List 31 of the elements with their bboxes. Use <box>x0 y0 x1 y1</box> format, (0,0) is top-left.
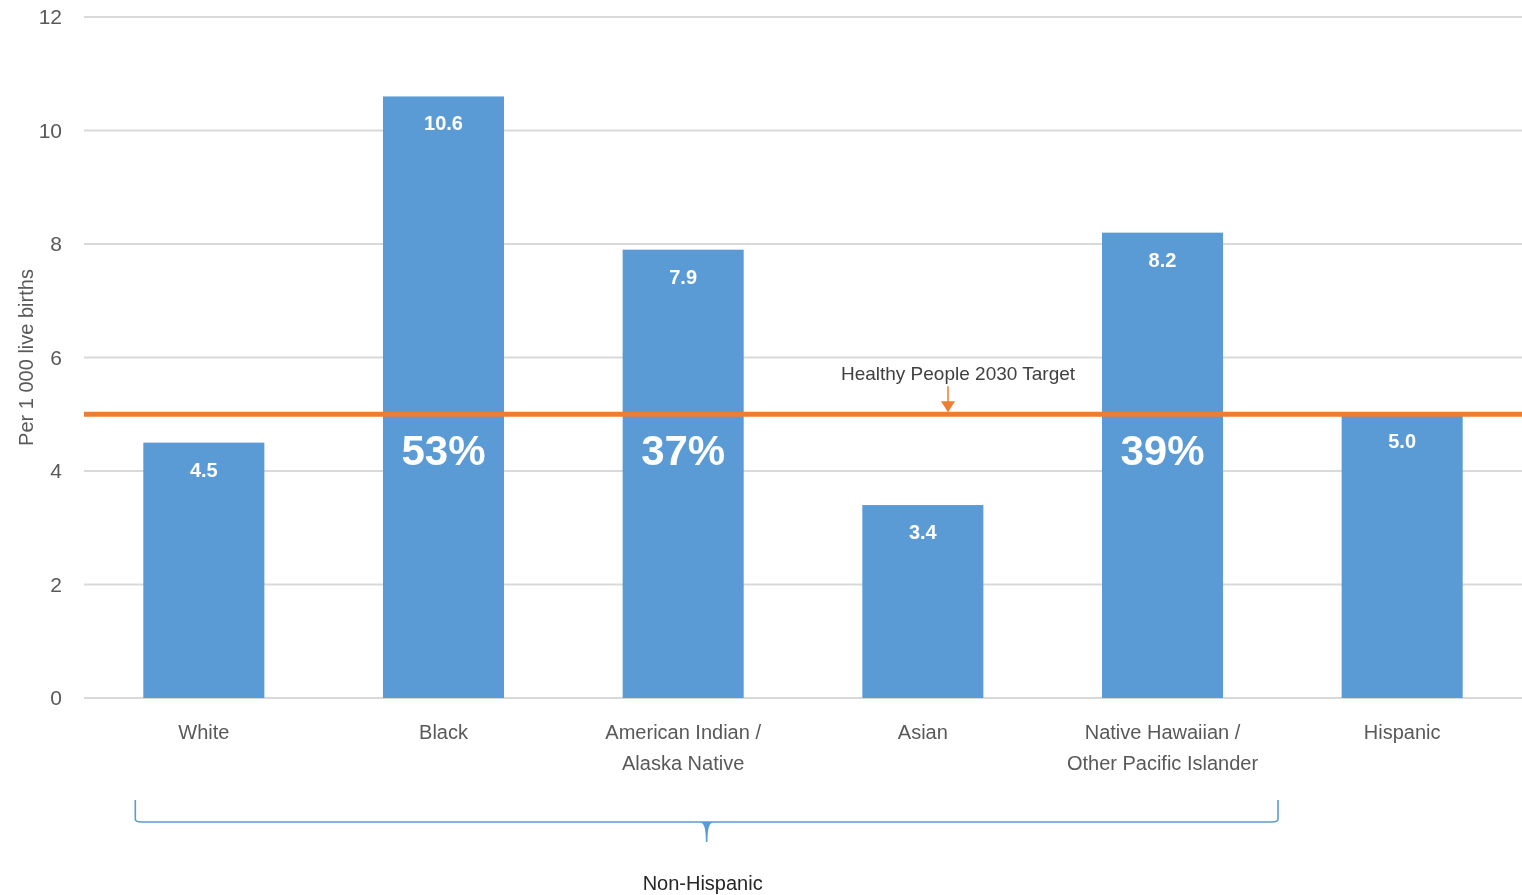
y-tick-label: 2 <box>50 572 62 596</box>
y-tick-label: 10 <box>38 118 62 142</box>
data-label: 8.2 <box>1148 248 1177 271</box>
y-axis-title: Per 1 000 live births <box>15 269 37 446</box>
bar <box>1101 232 1224 698</box>
data-label: 5.0 <box>1388 430 1417 453</box>
x-tick-label: American Indian / Alaska Native <box>605 721 762 774</box>
y-tick-label: 12 <box>38 5 62 29</box>
data-label: 3.4 <box>908 521 938 544</box>
y-tick-label: 6 <box>50 345 62 369</box>
ref-line-label: Healthy People 2030 Target <box>840 363 1076 385</box>
data-label: 7.9 <box>669 265 698 288</box>
y-tick-label: 8 <box>50 232 62 256</box>
bar <box>382 96 505 698</box>
bar <box>143 442 265 698</box>
bar <box>1341 414 1463 698</box>
bar <box>622 249 744 698</box>
annotation: 39% <box>1120 426 1205 474</box>
x-tick-label: Hispanic <box>1363 721 1441 743</box>
y-tick-label: 0 <box>50 686 62 710</box>
annotation: 53% <box>401 426 486 474</box>
annotation: 37% <box>641 426 726 474</box>
x-tick-label: Asian <box>897 721 948 743</box>
y-tick-label: 4 <box>50 459 63 483</box>
x-tick-label: Black <box>419 721 469 743</box>
x-tick-label: White <box>178 721 230 743</box>
data-label: 4.5 <box>189 458 218 481</box>
bar <box>862 505 984 698</box>
text: Non-Hispanic <box>642 872 763 894</box>
x-tick-label: Native Hawaiian / Other Pacific Islander <box>1066 721 1259 774</box>
data-label: 10.6 <box>424 112 463 135</box>
